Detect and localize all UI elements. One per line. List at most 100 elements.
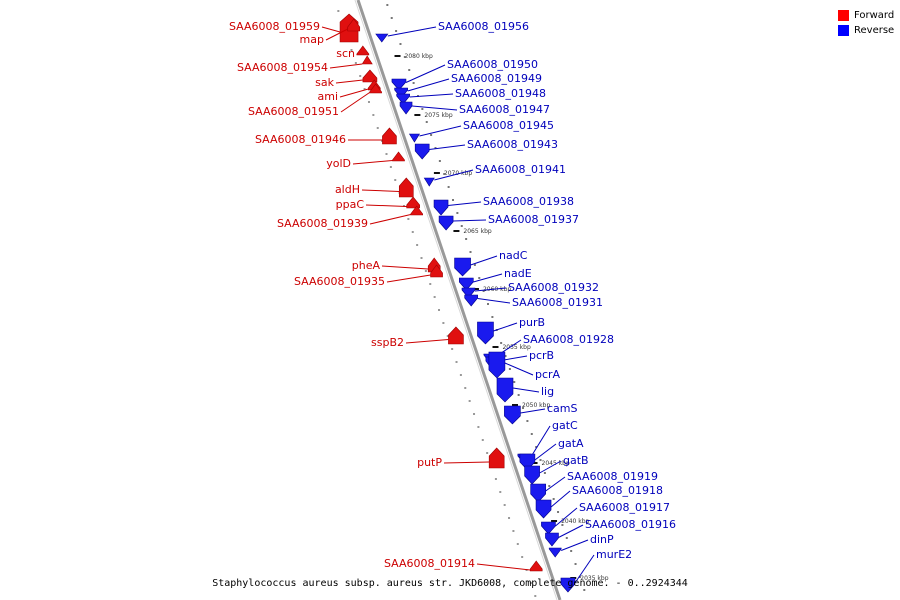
reverse-gene-arrow[interactable] [458,277,474,291]
forward-gene[interactable]: SAA6008_01951 [248,83,382,118]
reverse-gene-arrow[interactable] [408,133,421,143]
forward-gene-label[interactable]: pheA [352,259,381,272]
forward-gene-arrow[interactable] [382,127,397,145]
reverse-gene-label[interactable]: camS [547,402,578,415]
reverse-gene[interactable]: SAA6008_01950 [391,58,538,91]
forward-gene-label[interactable]: SAA6008_01914 [384,557,475,570]
reverse-gene[interactable]: purB [477,316,545,345]
reverse-gene[interactable]: gatB [524,454,589,485]
forward-gene-arrow[interactable] [362,69,378,83]
reverse-gene-arrow[interactable] [545,532,559,547]
forward-gene[interactable]: SAA6008_01914 [384,557,543,572]
reverse-gene[interactable]: pcrA [488,351,561,381]
reverse-gene-label[interactable]: SAA6008_01947 [459,103,550,116]
reverse-gene-arrow[interactable] [414,143,430,160]
forward-gene[interactable]: putP [417,447,505,469]
reverse-gene[interactable]: SAA6008_01948 [396,87,546,105]
reverse-gene[interactable]: lig [496,377,554,403]
forward-gene[interactable]: SAA6008_01935 [294,264,443,288]
reverse-gene-label[interactable]: SAA6008_01956 [438,20,529,33]
reverse-gene-label[interactable]: SAA6008_01941 [475,163,566,176]
reverse-gene[interactable]: SAA6008_01932 [461,281,599,299]
forward-gene[interactable]: aldH [335,177,414,198]
forward-gene-arrow[interactable] [406,196,420,209]
reverse-gene-label[interactable]: SAA6008_01916 [585,518,676,531]
reverse-gene-label[interactable]: dinP [590,533,614,546]
reverse-gene-label[interactable]: SAA6008_01945 [463,119,554,132]
forward-gene[interactable]: SAA6008_01939 [277,205,424,230]
reverse-gene-arrow[interactable] [433,199,449,216]
reverse-gene[interactable]: SAA6008_01919 [530,470,658,503]
reverse-gene-arrow[interactable] [396,93,410,105]
forward-gene-label[interactable]: SAA6008_01946 [255,133,346,146]
forward-gene-label[interactable]: ppaC [336,198,365,211]
forward-gene[interactable]: pheA [352,257,441,273]
forward-gene-label[interactable]: sak [315,76,334,89]
forward-gene-label[interactable]: sspB2 [371,336,404,349]
reverse-gene-arrow[interactable] [461,287,476,299]
reverse-gene-label[interactable]: SAA6008_01943 [467,138,558,151]
reverse-gene-label[interactable]: gatA [558,437,584,450]
reverse-gene[interactable]: camS [504,402,578,425]
forward-gene-arrow[interactable] [430,264,443,278]
reverse-gene-label[interactable]: gatB [563,454,589,467]
reverse-gene-arrow[interactable] [488,351,506,379]
reverse-gene[interactable]: SAA6008_01943 [414,138,558,160]
reverse-gene-label[interactable]: nadE [504,267,532,280]
reverse-gene-label[interactable]: pcrA [535,368,561,381]
forward-gene-arrow[interactable] [356,45,370,56]
reverse-gene-label[interactable]: gatC [552,419,578,432]
reverse-gene-label[interactable]: purB [519,316,545,329]
forward-gene-label[interactable]: SAA6008_01954 [237,61,328,74]
reverse-gene-label[interactable]: SAA6008_01937 [488,213,579,226]
forward-gene[interactable]: SAA6008_01954 [237,55,373,74]
reverse-gene-label[interactable]: SAA6008_01931 [512,296,603,309]
reverse-gene[interactable]: SAA6008_01945 [408,119,554,143]
forward-gene-label[interactable]: SAA6008_01959 [229,20,320,33]
reverse-gene-arrow[interactable] [464,294,478,307]
forward-gene-label[interactable]: map [300,33,324,46]
forward-gene-arrow[interactable] [410,205,424,216]
reverse-gene-label[interactable]: SAA6008_01919 [567,470,658,483]
reverse-gene[interactable]: SAA6008_01918 [535,484,663,519]
reverse-gene[interactable]: dinP [548,533,614,558]
reverse-gene-label[interactable]: SAA6008_01948 [455,87,546,100]
forward-gene[interactable]: ppaC [336,196,420,211]
forward-gene-label[interactable]: ami [317,90,338,103]
forward-gene-label[interactable]: SAA6008_01939 [277,217,368,230]
reverse-gene-arrow[interactable] [391,78,407,91]
forward-gene-arrow[interactable] [361,55,373,65]
reverse-gene-label[interactable]: SAA6008_01950 [447,58,538,71]
forward-gene-label[interactable]: yolD [326,157,351,170]
reverse-gene[interactable]: murE2 [560,548,632,593]
reverse-gene-arrow[interactable] [560,577,576,593]
forward-gene[interactable]: SAA6008_01959 [229,13,359,43]
reverse-gene[interactable]: SAA6008_01956 [375,20,529,43]
forward-gene[interactable]: sak [315,69,378,89]
forward-gene[interactable]: SAA6008_01946 [255,127,397,146]
forward-gene-arrow[interactable] [529,560,543,572]
reverse-gene[interactable]: SAA6008_01941 [423,163,566,187]
reverse-gene-arrow[interactable] [530,483,546,503]
forward-gene[interactable]: scn [336,45,370,60]
reverse-gene[interactable]: SAA6008_01916 [545,518,676,547]
forward-gene-label[interactable]: SAA6008_01935 [294,275,385,288]
reverse-gene-arrow[interactable] [535,499,552,519]
reverse-gene[interactable]: SAA6008_01938 [433,195,574,216]
reverse-gene[interactable]: nadE [458,267,532,291]
reverse-gene-label[interactable]: SAA6008_01917 [579,501,670,514]
forward-gene-arrow[interactable] [369,83,382,94]
forward-gene-label[interactable]: scn [336,47,355,60]
reverse-gene-label[interactable]: lig [541,385,554,398]
forward-gene-label[interactable]: putP [417,456,442,469]
reverse-gene-label[interactable]: murE2 [596,548,632,561]
reverse-gene-arrow[interactable] [477,321,494,345]
forward-gene-label[interactable]: SAA6008_01951 [248,105,339,118]
reverse-gene[interactable]: SAA6008_01947 [399,101,550,116]
reverse-gene-arrow[interactable] [375,33,389,43]
reverse-gene-label[interactable]: SAA6008_01918 [572,484,663,497]
forward-gene-arrow[interactable] [488,447,505,469]
reverse-gene-arrow[interactable] [496,377,514,403]
reverse-gene-label[interactable]: SAA6008_01928 [523,333,614,346]
reverse-gene-arrow[interactable] [504,405,521,425]
